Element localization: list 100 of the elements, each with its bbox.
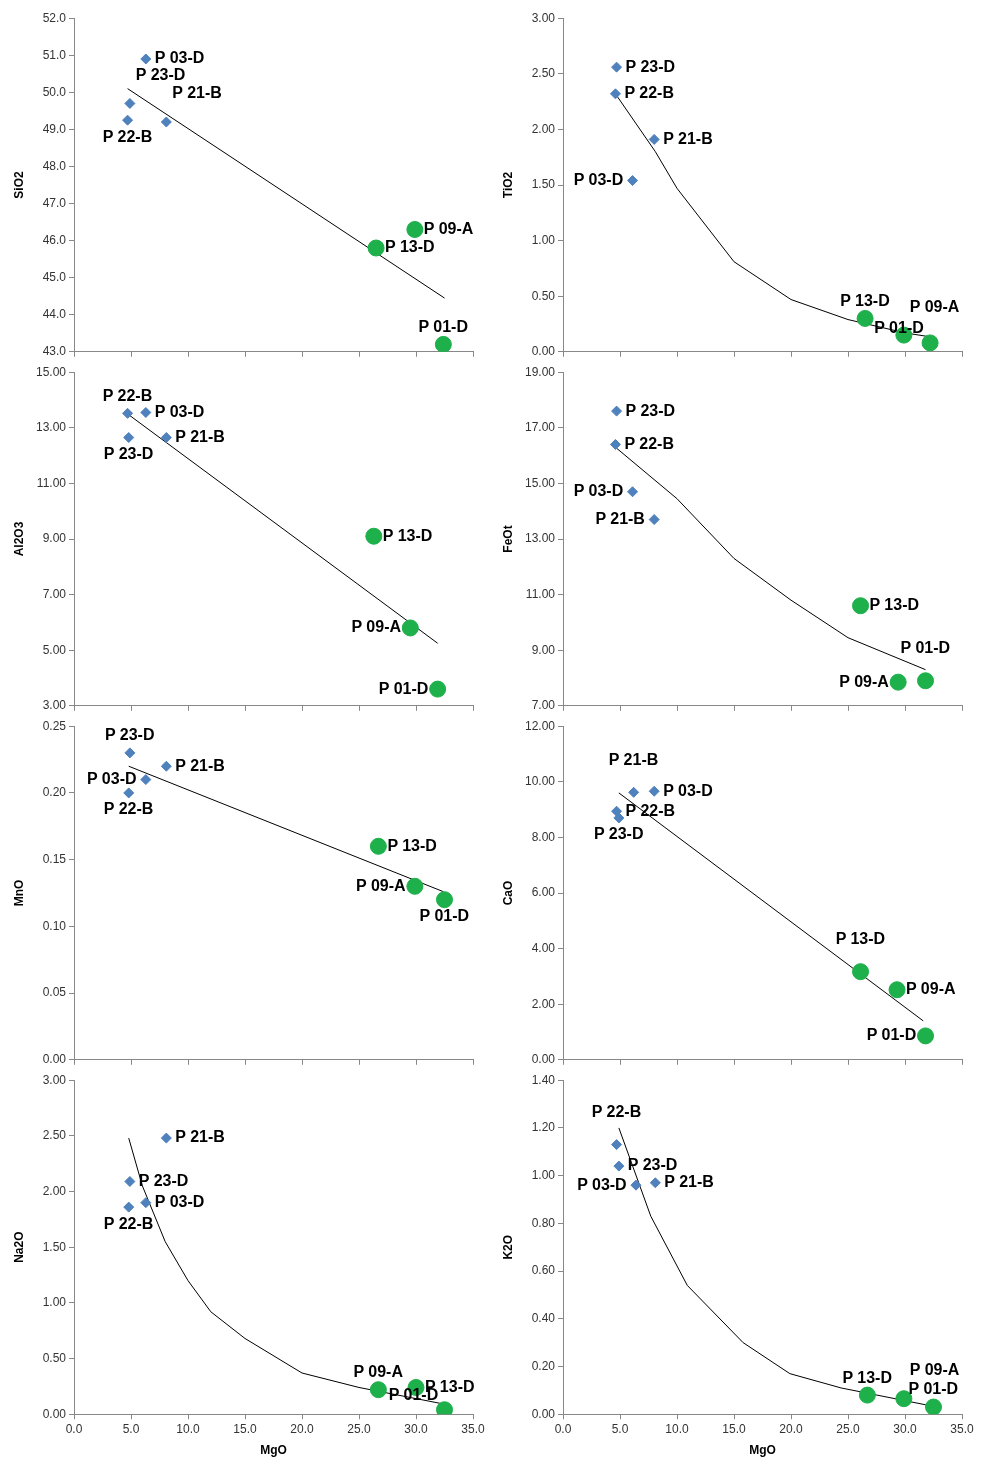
y-tick-label: 7.00	[531, 698, 556, 713]
point	[436, 891, 453, 909]
point	[369, 837, 387, 855]
x-tick-label: 15.0	[722, 1421, 746, 1436]
x-tick-label: 30.0	[893, 1421, 917, 1436]
y-tick-label: 13.00	[524, 531, 556, 546]
point	[630, 1179, 642, 1191]
x-tick-label: 35.0	[950, 1421, 974, 1436]
point	[123, 1201, 135, 1213]
point	[123, 432, 135, 444]
y-tick-label: 17.00	[524, 420, 556, 435]
y-tick-label: 43.0	[42, 344, 67, 359]
point	[889, 673, 907, 691]
y-axis-title: Na2O	[11, 1231, 26, 1263]
y-tick-label: 1.40	[531, 1072, 556, 1087]
annotation: P 03-D	[154, 402, 205, 420]
point	[124, 747, 136, 759]
x-tick-label: 10.0	[665, 1421, 689, 1436]
y-tick-label: 4.00	[531, 940, 556, 955]
point	[401, 619, 419, 637]
annotation: P 13-D	[382, 526, 433, 544]
x-tick-label: 25.0	[836, 1421, 860, 1436]
point	[609, 88, 621, 100]
point	[123, 787, 135, 799]
annotation: P 09-A	[423, 219, 474, 237]
y-tick-label: 0.10	[42, 918, 67, 933]
y-tick-label: 0.40	[531, 1311, 556, 1326]
point	[406, 877, 424, 895]
x-tick-label: 30.0	[404, 1421, 428, 1436]
y-tick-label: 48.0	[42, 158, 67, 173]
annotation: P 09-A	[351, 618, 402, 636]
point	[921, 334, 939, 352]
point	[858, 1386, 876, 1404]
point	[406, 220, 424, 238]
y-tick-label: 0.00	[531, 344, 556, 359]
y-tick-label: 0.60	[531, 1263, 556, 1278]
y-axis-title: CaO	[500, 880, 515, 906]
annotation: P 22-B	[591, 1103, 642, 1121]
annotation: P 22-B	[103, 1214, 154, 1232]
point	[648, 514, 660, 526]
y-axis-title: TiO2	[500, 171, 515, 199]
y-tick-label: 11.00	[36, 475, 67, 490]
y-tick-label: 10.00	[524, 774, 556, 789]
y-tick-label: 50.0	[42, 84, 67, 99]
point	[160, 1132, 172, 1144]
y-tick-label: 3.00	[42, 1072, 67, 1087]
point	[609, 438, 621, 450]
x-tick-label: 5.0	[611, 1421, 629, 1436]
annotation: P 23-D	[593, 825, 644, 843]
x-tick-label: 15.0	[233, 1421, 257, 1436]
point	[611, 405, 623, 417]
point	[369, 1381, 387, 1399]
y-tick-label: 3.00	[531, 10, 556, 25]
y-tick-label: 46.0	[42, 232, 67, 247]
point	[160, 432, 172, 444]
y-axis-title: MnO	[11, 879, 26, 907]
annotation: P 13-D	[835, 930, 886, 948]
point	[367, 239, 385, 257]
annotation: P 03-D	[573, 170, 624, 188]
y-tick-label: 7.00	[42, 586, 67, 601]
annotation: P 22-B	[624, 434, 674, 452]
y-tick-label: 0.05	[42, 985, 67, 1000]
y-tick-label: 8.00	[531, 829, 556, 844]
annotation: P 09-A	[356, 876, 407, 894]
x-tick-label: 35.0	[461, 1421, 485, 1436]
annotation: P 03-D	[573, 482, 624, 500]
y-tick-label: 6.00	[531, 885, 556, 900]
point	[627, 175, 639, 187]
y-tick-label: 2.50	[42, 1128, 67, 1143]
annotation: P 13-D	[840, 291, 890, 309]
y-tick-label: 5.00	[42, 642, 67, 657]
y-tick-label: 9.00	[42, 531, 67, 546]
point	[856, 309, 874, 327]
y-tick-label: 1.50	[42, 1239, 67, 1254]
annotation: P 09-A	[909, 1361, 960, 1379]
y-axis-title: SiO2	[11, 171, 26, 199]
annotation: P 13-D	[869, 596, 920, 614]
y-tick-label: 49.0	[42, 121, 67, 136]
x-tick-label: 5.0	[122, 1421, 140, 1436]
annotation: P 13-D	[385, 238, 435, 256]
y-tick-label: 15.00	[35, 364, 67, 379]
annotation: P 23-D	[625, 401, 676, 419]
point	[852, 597, 870, 615]
annotation: P 22-B	[102, 127, 153, 145]
point	[648, 785, 660, 797]
point	[648, 133, 660, 145]
x-tick-label: 0.0	[554, 1421, 572, 1436]
y-tick-label: 0.00	[531, 1052, 556, 1067]
y-tick-label: 11.00	[525, 586, 556, 601]
annotation: P 21-B	[608, 750, 659, 768]
y-tick-label: 0.50	[531, 288, 556, 303]
point	[627, 486, 639, 498]
y-tick-label: 2.00	[531, 121, 556, 136]
point	[613, 1160, 625, 1172]
point	[611, 61, 623, 73]
y-axis-title: FeOt	[500, 525, 515, 553]
x-tick-label: 0.0	[65, 1421, 83, 1436]
point	[434, 335, 452, 352]
y-tick-label: 1.00	[42, 1295, 67, 1310]
point	[917, 672, 935, 690]
